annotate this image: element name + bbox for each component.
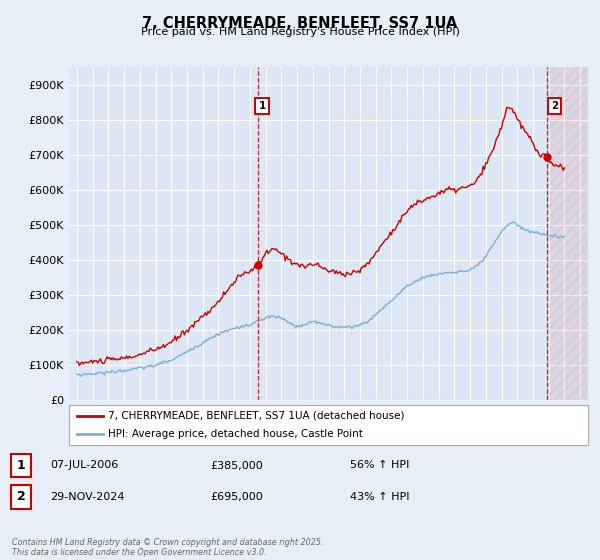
Text: 1: 1 [17, 459, 25, 472]
FancyBboxPatch shape [11, 485, 31, 509]
Text: 2: 2 [551, 101, 558, 111]
Text: 2: 2 [17, 491, 25, 503]
Text: Contains HM Land Registry data © Crown copyright and database right 2025.
This d: Contains HM Land Registry data © Crown c… [12, 538, 323, 557]
Text: 56% ↑ HPI: 56% ↑ HPI [350, 460, 409, 470]
Text: £695,000: £695,000 [210, 492, 263, 502]
Text: 1: 1 [259, 101, 266, 111]
Text: 07-JUL-2006: 07-JUL-2006 [50, 460, 118, 470]
Text: 7, CHERRYMEADE, BENFLEET, SS7 1UA: 7, CHERRYMEADE, BENFLEET, SS7 1UA [142, 16, 458, 31]
Bar [547, 67, 588, 400]
Text: 43% ↑ HPI: 43% ↑ HPI [350, 492, 409, 502]
Text: Price paid vs. HM Land Registry's House Price Index (HPI): Price paid vs. HM Land Registry's House … [140, 27, 460, 37]
Text: 29-NOV-2024: 29-NOV-2024 [50, 492, 125, 502]
Text: 7, CHERRYMEADE, BENFLEET, SS7 1UA (detached house): 7, CHERRYMEADE, BENFLEET, SS7 1UA (detac… [108, 411, 404, 421]
Text: £385,000: £385,000 [210, 460, 263, 470]
Text: HPI: Average price, detached house, Castle Point: HPI: Average price, detached house, Cast… [108, 430, 363, 439]
FancyBboxPatch shape [11, 454, 31, 477]
